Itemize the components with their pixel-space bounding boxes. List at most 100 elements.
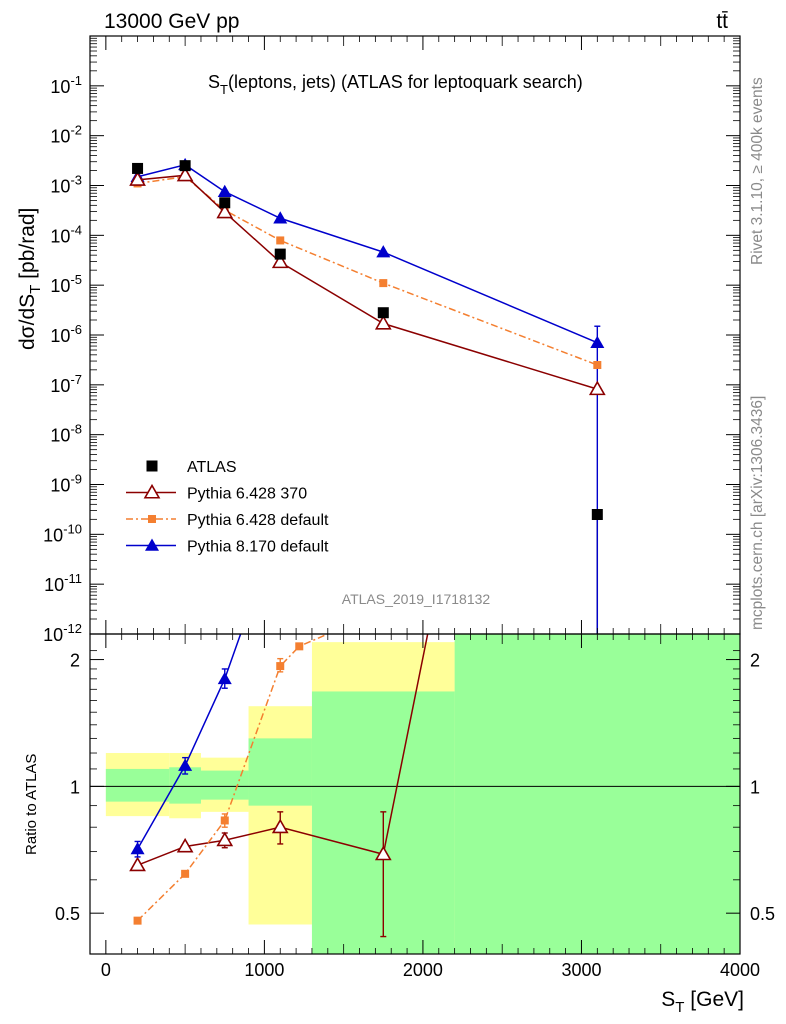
data-point <box>271 253 289 269</box>
atlas-data-point <box>591 509 603 521</box>
data-point <box>129 171 146 186</box>
ratio-plot-frame <box>89 633 741 955</box>
ratio-point <box>276 662 285 671</box>
stat-uncertainty-band-3 <box>248 738 312 806</box>
ratio-point <box>216 831 234 847</box>
atlas-data-point <box>132 162 144 174</box>
y-tick-label: 10-4 <box>50 222 82 246</box>
y-tick-label: 10-9 <box>50 472 82 496</box>
ratio-line <box>137 633 329 922</box>
ratio-line <box>137 633 429 866</box>
stat-uncertainty-band-5 <box>454 634 740 954</box>
y-tick-label: 10-2 <box>50 123 82 147</box>
atlas-data-point <box>377 307 389 319</box>
ratio-point <box>176 837 194 853</box>
ratio-series-pythia-6-428-370 <box>129 633 429 938</box>
x-tick-label: 2000 <box>403 960 443 980</box>
atlas-data-point <box>219 197 231 209</box>
stat-uncertainty-band-0 <box>105 768 170 802</box>
legend-marker <box>145 538 159 551</box>
ratio-y-tick-label-right: 0.5 <box>750 904 775 924</box>
main-series-layer <box>129 157 606 634</box>
atlas-data-point <box>179 160 191 172</box>
y-tick-label: 10-11 <box>44 571 82 595</box>
main-y-axis-label: dσ/dST [pb/rad] <box>16 208 44 350</box>
data-point <box>216 203 234 219</box>
y-tick-label: 10-12 <box>43 621 82 645</box>
x-tick-label: 1000 <box>244 960 284 980</box>
ratio-series-pythia-6-428-default <box>133 633 329 925</box>
data-point <box>588 380 606 396</box>
data-point <box>176 166 194 182</box>
ratio-point <box>374 845 392 861</box>
ratio-point <box>181 869 190 878</box>
data-point <box>593 361 602 370</box>
series-line <box>137 175 598 366</box>
legend-label: Pythia 6.428 default <box>187 512 329 529</box>
y-tick-label: 10-6 <box>50 322 82 346</box>
ratio-point <box>130 842 145 855</box>
series-pythia-6-428-default <box>133 172 602 370</box>
ratio-y-tick-label: 0.5 <box>55 904 80 924</box>
series-atlas <box>132 160 603 521</box>
y-tick-label: 10-8 <box>50 422 82 446</box>
ratio-y-tick-label: 2 <box>70 651 80 671</box>
legend-label: ATLAS <box>187 459 237 476</box>
x-tick-label: 0 <box>101 960 111 980</box>
y-tick-label: 10-10 <box>43 521 82 545</box>
atlas-data-point <box>274 248 286 260</box>
data-point <box>376 245 391 258</box>
data-point <box>217 184 232 197</box>
main-plot-title: ST(leptons, jets) (ATLAS for leptoquark … <box>208 72 583 97</box>
x-axis-label: ST [GeV] <box>661 988 744 1016</box>
ratio-point <box>220 816 229 825</box>
series-line <box>137 174 598 390</box>
data-point <box>276 236 285 245</box>
ratio-y-tick-label: 1 <box>70 777 80 797</box>
ratio-series-pythia-8-170-default <box>130 633 242 858</box>
legend-entry: Pythia 6.428 370 <box>126 483 307 503</box>
ratio-line <box>136 633 242 850</box>
legend-marker <box>143 483 161 499</box>
y-tick-label: 10-5 <box>50 272 82 296</box>
data-point <box>273 211 288 224</box>
ratio-point <box>217 671 232 685</box>
legend-marker <box>148 515 156 523</box>
ratio-y-tick-label-right: 2 <box>750 651 760 671</box>
legend-label: Pythia 6.428 370 <box>187 486 307 503</box>
ratio-point <box>129 856 146 872</box>
legend: ATLAS Pythia 6.428 370 Pythia 6.428 defaul… <box>126 459 329 556</box>
y-tick-label: 10-7 <box>50 372 82 396</box>
y-tick-label: 10-3 <box>50 173 82 197</box>
ratio-y-axis-label: Ratio to ATLAS <box>23 754 40 855</box>
legend-marker <box>146 460 158 472</box>
data-point <box>590 335 605 348</box>
ratio-series-layer <box>129 633 429 938</box>
energy-label: 13000 GeV pp <box>104 10 239 33</box>
series-pythia-8-170-default <box>130 157 605 634</box>
y-tick-label: 10-1 <box>50 73 82 97</box>
legend-entry: Pythia 8.170 default <box>126 538 329 556</box>
x-tick-label: 3000 <box>561 960 601 980</box>
title-s: S <box>208 72 220 92</box>
title-rest: (leptons, jets) (ATLAS for leptoquark se… <box>228 72 583 92</box>
legend-entry: ATLAS <box>146 459 237 476</box>
data-point <box>379 279 388 288</box>
rivet-label: Rivet 3.1.10, ≥ 400k events <box>749 77 766 265</box>
mcplots-label: mcplots.cern.ch [arXiv:1306.3436] <box>749 396 766 630</box>
analysis-watermark: ATLAS_2019_I1718132 <box>342 591 491 607</box>
process-label: tt̄ <box>716 10 728 33</box>
ratio-y-tick-label-right: 1 <box>750 777 760 797</box>
legend-label: Pythia 8.170 default <box>187 539 329 556</box>
data-point <box>374 314 392 330</box>
ratio-point <box>271 818 289 834</box>
ratio-point <box>295 642 304 651</box>
axes-layer: 10-1210-1110-1010-910-810-710-610-510-41… <box>43 35 775 980</box>
ratio-point <box>133 916 142 925</box>
series-pythia-6-428-370 <box>129 166 606 396</box>
legend-entry: Pythia 6.428 default <box>126 512 329 529</box>
x-tick-label: 4000 <box>720 960 760 980</box>
series-line <box>137 164 598 344</box>
ratio-point <box>178 758 193 771</box>
